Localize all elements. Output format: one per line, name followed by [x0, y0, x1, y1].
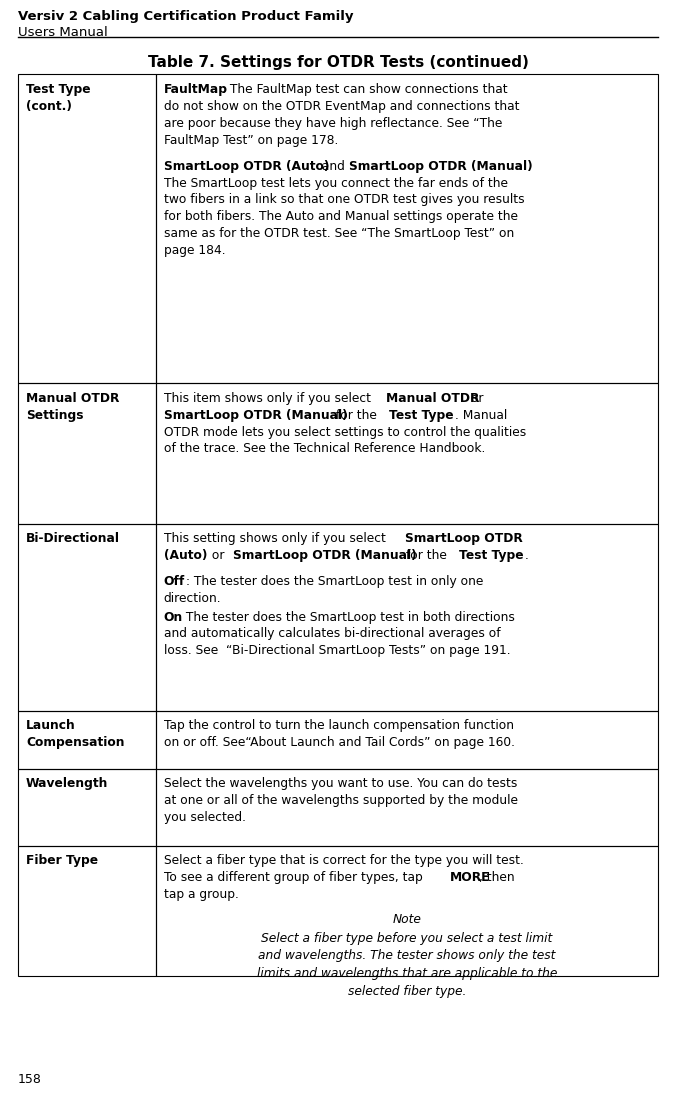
- Text: Table 7. Settings for OTDR Tests (continued): Table 7. Settings for OTDR Tests (contin…: [147, 55, 529, 71]
- Text: : The tester does the SmartLoop test in both directions: : The tester does the SmartLoop test in …: [178, 611, 515, 624]
- Text: same as for the OTDR test. See “The SmartLoop Test” on: same as for the OTDR test. See “The Smar…: [164, 227, 514, 240]
- Text: Bi-Directional: Bi-Directional: [26, 532, 120, 545]
- Bar: [18, 845, 155, 977]
- Text: on or off. See“About Launch and Tail Cords” on page 160.: on or off. See“About Launch and Tail Cor…: [164, 737, 514, 749]
- Text: (cont.): (cont.): [26, 100, 72, 113]
- Text: selected fiber type.: selected fiber type.: [347, 984, 466, 998]
- Text: Manual OTDR: Manual OTDR: [26, 392, 120, 405]
- Text: direction.: direction.: [164, 592, 221, 605]
- Text: or: or: [208, 549, 228, 562]
- Text: Select a fiber type that is correct for the type you will test.: Select a fiber type that is correct for …: [164, 854, 523, 867]
- Text: Versiv 2 Cabling Certification Product Family: Versiv 2 Cabling Certification Product F…: [18, 10, 354, 23]
- Text: FaultMap: FaultMap: [164, 83, 228, 96]
- Text: Fiber Type: Fiber Type: [26, 854, 98, 867]
- Bar: [155, 384, 658, 523]
- Text: and: and: [318, 159, 348, 173]
- Text: Launch: Launch: [26, 719, 76, 732]
- Text: for both fibers. The Auto and Manual settings operate the: for both fibers. The Auto and Manual set…: [164, 210, 518, 223]
- Bar: [18, 74, 155, 384]
- Text: This setting shows only if you select: This setting shows only if you select: [164, 532, 389, 545]
- Text: SmartLoop OTDR (Manual): SmartLoop OTDR (Manual): [349, 159, 533, 173]
- Text: you selected.: you selected.: [164, 811, 245, 824]
- Text: :: :: [518, 159, 522, 173]
- Text: Select a fiber type before you select a test limit: Select a fiber type before you select a …: [261, 931, 552, 945]
- Text: loss. See  “Bi-Directional SmartLoop Tests” on page 191.: loss. See “Bi-Directional SmartLoop Test…: [164, 645, 510, 657]
- Text: Tap the control to turn the launch compensation function: Tap the control to turn the launch compe…: [164, 719, 514, 732]
- Text: two fibers in a link so that one OTDR test gives you results: two fibers in a link so that one OTDR te…: [164, 194, 524, 207]
- Text: On: On: [164, 611, 183, 624]
- Text: or: or: [466, 392, 483, 405]
- Text: Note: Note: [392, 914, 421, 926]
- Bar: [155, 769, 658, 845]
- Text: Off: Off: [164, 575, 185, 588]
- Text: Test Type: Test Type: [389, 408, 454, 421]
- Text: The SmartLoop test lets you connect the far ends of the: The SmartLoop test lets you connect the …: [164, 177, 508, 189]
- Bar: [155, 74, 658, 384]
- Text: and wavelengths. The tester shows only the test: and wavelengths. The tester shows only t…: [258, 949, 556, 962]
- Text: Settings: Settings: [26, 408, 84, 421]
- Text: To see a different group of fiber types, tap: To see a different group of fiber types,…: [164, 870, 427, 884]
- Text: FaultMap Test” on page 178.: FaultMap Test” on page 178.: [164, 134, 338, 147]
- Bar: [155, 845, 658, 977]
- Text: . Manual: . Manual: [456, 408, 508, 421]
- Text: do not show on the OTDR EventMap and connections that: do not show on the OTDR EventMap and con…: [164, 100, 519, 113]
- Text: SmartLoop OTDR (Manual): SmartLoop OTDR (Manual): [233, 549, 416, 562]
- Text: .: .: [525, 549, 529, 562]
- Text: Test Type: Test Type: [459, 549, 523, 562]
- Text: MORE: MORE: [450, 870, 490, 884]
- Text: at one or all of the wavelengths supported by the module: at one or all of the wavelengths support…: [164, 794, 518, 807]
- Text: OTDR mode lets you select settings to control the qualities: OTDR mode lets you select settings to co…: [164, 426, 526, 438]
- Bar: [18, 384, 155, 523]
- Text: Users Manual: Users Manual: [18, 27, 107, 40]
- Text: : The FaultMap test can show connections that: : The FaultMap test can show connections…: [222, 83, 508, 96]
- Text: SmartLoop OTDR (Manual): SmartLoop OTDR (Manual): [164, 408, 347, 421]
- Text: Compensation: Compensation: [26, 737, 124, 749]
- Text: Manual OTDR: Manual OTDR: [386, 392, 479, 405]
- Text: are poor because they have high reflectance. See “The: are poor because they have high reflecta…: [164, 117, 502, 129]
- Text: and automatically calculates bi-directional averages of: and automatically calculates bi-directio…: [164, 627, 500, 640]
- Text: for the: for the: [402, 549, 450, 562]
- Text: SmartLoop OTDR: SmartLoop OTDR: [405, 532, 523, 545]
- Text: tap a group.: tap a group.: [164, 888, 239, 900]
- Text: SmartLoop OTDR (Auto): SmartLoop OTDR (Auto): [164, 159, 329, 173]
- Text: 158: 158: [18, 1073, 42, 1086]
- Text: of the trace. See the Technical Reference Handbook.: of the trace. See the Technical Referenc…: [164, 442, 485, 456]
- Text: limits and wavelengths that are applicable to the: limits and wavelengths that are applicab…: [257, 967, 557, 980]
- Text: for the: for the: [333, 408, 381, 421]
- Text: : The tester does the SmartLoop test in only one: : The tester does the SmartLoop test in …: [186, 575, 483, 588]
- Bar: [18, 523, 155, 711]
- Bar: [155, 523, 658, 711]
- Text: , then: , then: [479, 870, 514, 884]
- Text: Select the wavelengths you want to use. You can do tests: Select the wavelengths you want to use. …: [164, 778, 517, 791]
- Bar: [18, 711, 155, 769]
- Bar: [18, 769, 155, 845]
- Text: (Auto): (Auto): [164, 549, 207, 562]
- Text: Wavelength: Wavelength: [26, 778, 108, 791]
- Text: Test Type: Test Type: [26, 83, 91, 96]
- Text: This item shows only if you select: This item shows only if you select: [164, 392, 375, 405]
- Bar: [155, 711, 658, 769]
- Text: page 184.: page 184.: [164, 244, 225, 257]
